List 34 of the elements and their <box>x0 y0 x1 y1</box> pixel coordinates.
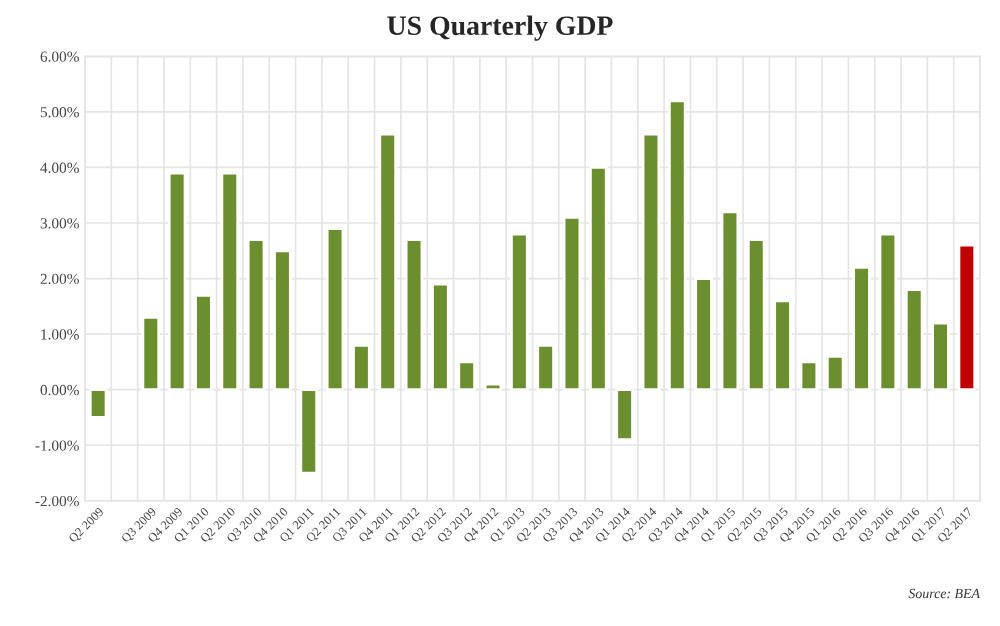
bar <box>325 227 345 392</box>
bar <box>194 293 213 392</box>
bar <box>246 238 266 392</box>
chart-title: US Quarterly GDP <box>387 15 613 41</box>
bar <box>615 388 634 442</box>
bar <box>273 249 292 392</box>
bar <box>220 171 240 392</box>
bar <box>825 354 845 392</box>
bar <box>299 388 319 475</box>
bar <box>852 266 871 392</box>
bar <box>536 343 555 392</box>
bar <box>352 343 371 392</box>
bar <box>457 360 476 392</box>
bar <box>904 288 924 392</box>
bar <box>510 232 529 392</box>
bar <box>931 321 950 392</box>
bar <box>799 360 819 392</box>
bar <box>404 238 424 392</box>
bar <box>773 299 792 392</box>
bar <box>141 316 161 392</box>
bar <box>88 388 108 419</box>
bar <box>720 210 740 392</box>
bar <box>641 132 661 392</box>
bar <box>667 99 687 392</box>
bar <box>589 166 608 392</box>
bar <box>562 216 582 392</box>
bar <box>694 277 713 392</box>
bar <box>957 243 977 392</box>
bar <box>878 232 898 392</box>
bar <box>483 382 503 392</box>
bar <box>378 132 398 392</box>
bar <box>431 282 450 392</box>
bar <box>746 238 766 392</box>
bar <box>167 171 187 392</box>
